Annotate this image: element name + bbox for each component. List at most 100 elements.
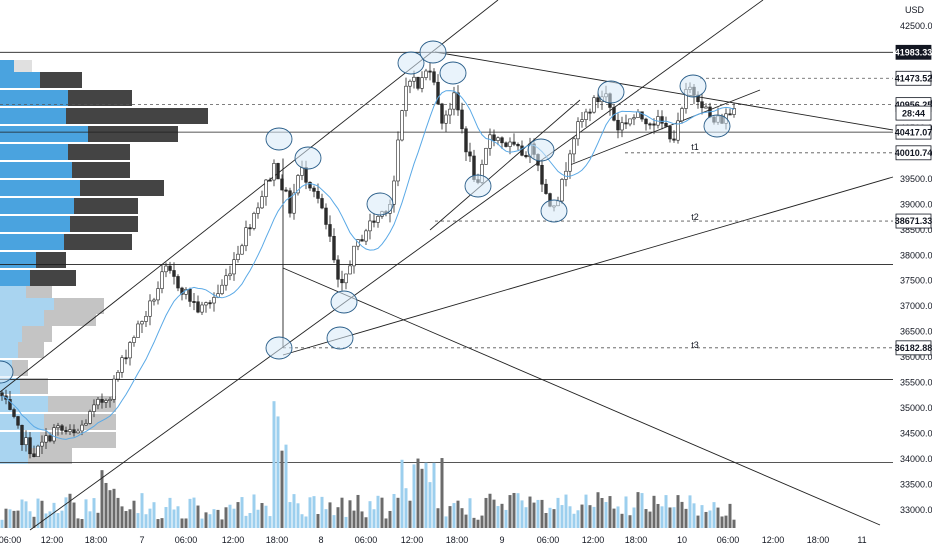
candle-body (460, 109, 464, 130)
y-tick-label: 39000.00 (900, 199, 932, 209)
candle-body (344, 273, 348, 284)
pivot-ellipse (703, 114, 731, 138)
volume-bar (28, 511, 32, 528)
volume-bar (684, 508, 688, 528)
volume-bar (80, 519, 84, 528)
volume-bar (160, 518, 164, 528)
y-tick-label: 33000.00 (900, 505, 932, 515)
candle-body (596, 97, 600, 103)
candle-body (568, 153, 572, 172)
candle-body (40, 441, 44, 447)
candle-body (56, 425, 60, 428)
price-tag-label: 40010.74 (895, 148, 932, 158)
volume-bar (732, 519, 736, 528)
candle-body (572, 138, 576, 155)
trend-line (282, 267, 881, 526)
volume-bar (644, 509, 648, 528)
candle-body (160, 271, 164, 289)
candle-body (660, 116, 664, 124)
x-tick-label: 9 (499, 535, 504, 545)
candle-body (20, 424, 24, 446)
volume-bar (8, 509, 12, 528)
target-label: t2 (691, 212, 699, 222)
candle-body (100, 399, 104, 403)
profile-bar-b (40, 72, 82, 88)
candle-body (300, 167, 304, 176)
price-tag-box (895, 213, 932, 229)
x-tick-label: 11 (857, 535, 866, 545)
volume-bar (120, 506, 124, 528)
profile-bar-a (0, 270, 30, 286)
candle-body (252, 213, 256, 229)
volume-bar (248, 513, 252, 528)
trend-line (569, 89, 761, 166)
volume-bar (556, 497, 560, 528)
candle-body (316, 191, 320, 199)
pivot-ellipse (439, 61, 467, 85)
volume-bar (508, 495, 512, 528)
profile-bar-b (88, 126, 178, 142)
volume-bar (188, 498, 192, 528)
candle-body (392, 180, 396, 205)
candle-body (116, 372, 120, 380)
candle-body (728, 113, 732, 116)
volume-bar (628, 515, 632, 528)
volume-bar (328, 502, 332, 528)
volume-bar (424, 462, 428, 528)
pivot-ellipse (464, 174, 492, 198)
candle-body (244, 227, 248, 247)
volume-bar (708, 510, 712, 528)
volume-bar (540, 499, 544, 528)
volume-bar (452, 503, 456, 528)
volume-bar (24, 501, 28, 528)
volume-bar (400, 459, 404, 528)
volume-bar (332, 515, 336, 528)
candle-body (200, 304, 204, 313)
price-tag-label: 36182.88 (895, 343, 932, 353)
y-tick-label: 37500.00 (900, 276, 932, 286)
volume-bar (132, 500, 136, 528)
profile-bar-a (0, 108, 66, 124)
volume-bar (152, 502, 156, 528)
y-tick-label: 35500.00 (900, 378, 932, 388)
candle-body (52, 427, 56, 442)
volume-bar (116, 497, 120, 528)
candle-body (320, 198, 324, 209)
candle-body (264, 179, 268, 197)
volume-bar (156, 519, 160, 528)
volume-bar (352, 510, 356, 528)
volume-bar (552, 509, 556, 528)
profile-bar-b (68, 144, 130, 160)
volume-bar (344, 516, 348, 528)
price-tag-box (895, 70, 932, 86)
volume-bar (4, 508, 8, 528)
volume-bar (448, 506, 452, 528)
y-tick-label: 39500.00 (900, 174, 932, 184)
candle-body (168, 265, 172, 271)
x-axis[interactable]: 06:00 12:00 18:00 7 06:00 12:00 18:00 8 06:00 12:… (0, 535, 867, 545)
candle-body (652, 123, 656, 126)
x-tick-label: 06:00 (355, 535, 378, 545)
candle-body (496, 137, 500, 141)
candle-body (248, 227, 252, 230)
volume-bar (548, 507, 552, 528)
volume-bar (692, 503, 696, 528)
profile-bar-a (0, 90, 68, 106)
volume-bar (576, 510, 580, 528)
volume-bar (296, 503, 300, 528)
profile-bar-a (0, 162, 72, 178)
volume-bar (676, 495, 680, 528)
candle-body (260, 196, 264, 209)
volume-bar (488, 493, 492, 528)
price-tag-box (895, 105, 932, 121)
volume-bar (136, 513, 140, 528)
candle-body (60, 425, 64, 431)
volume-bar (60, 510, 64, 528)
candle-body (680, 108, 684, 122)
volume-bar (260, 503, 264, 528)
volume-bar (624, 496, 628, 528)
y-tick-label: 34000.00 (900, 454, 932, 464)
candle-body (284, 189, 288, 192)
volume-bar (652, 495, 656, 528)
candle-body (444, 114, 448, 124)
